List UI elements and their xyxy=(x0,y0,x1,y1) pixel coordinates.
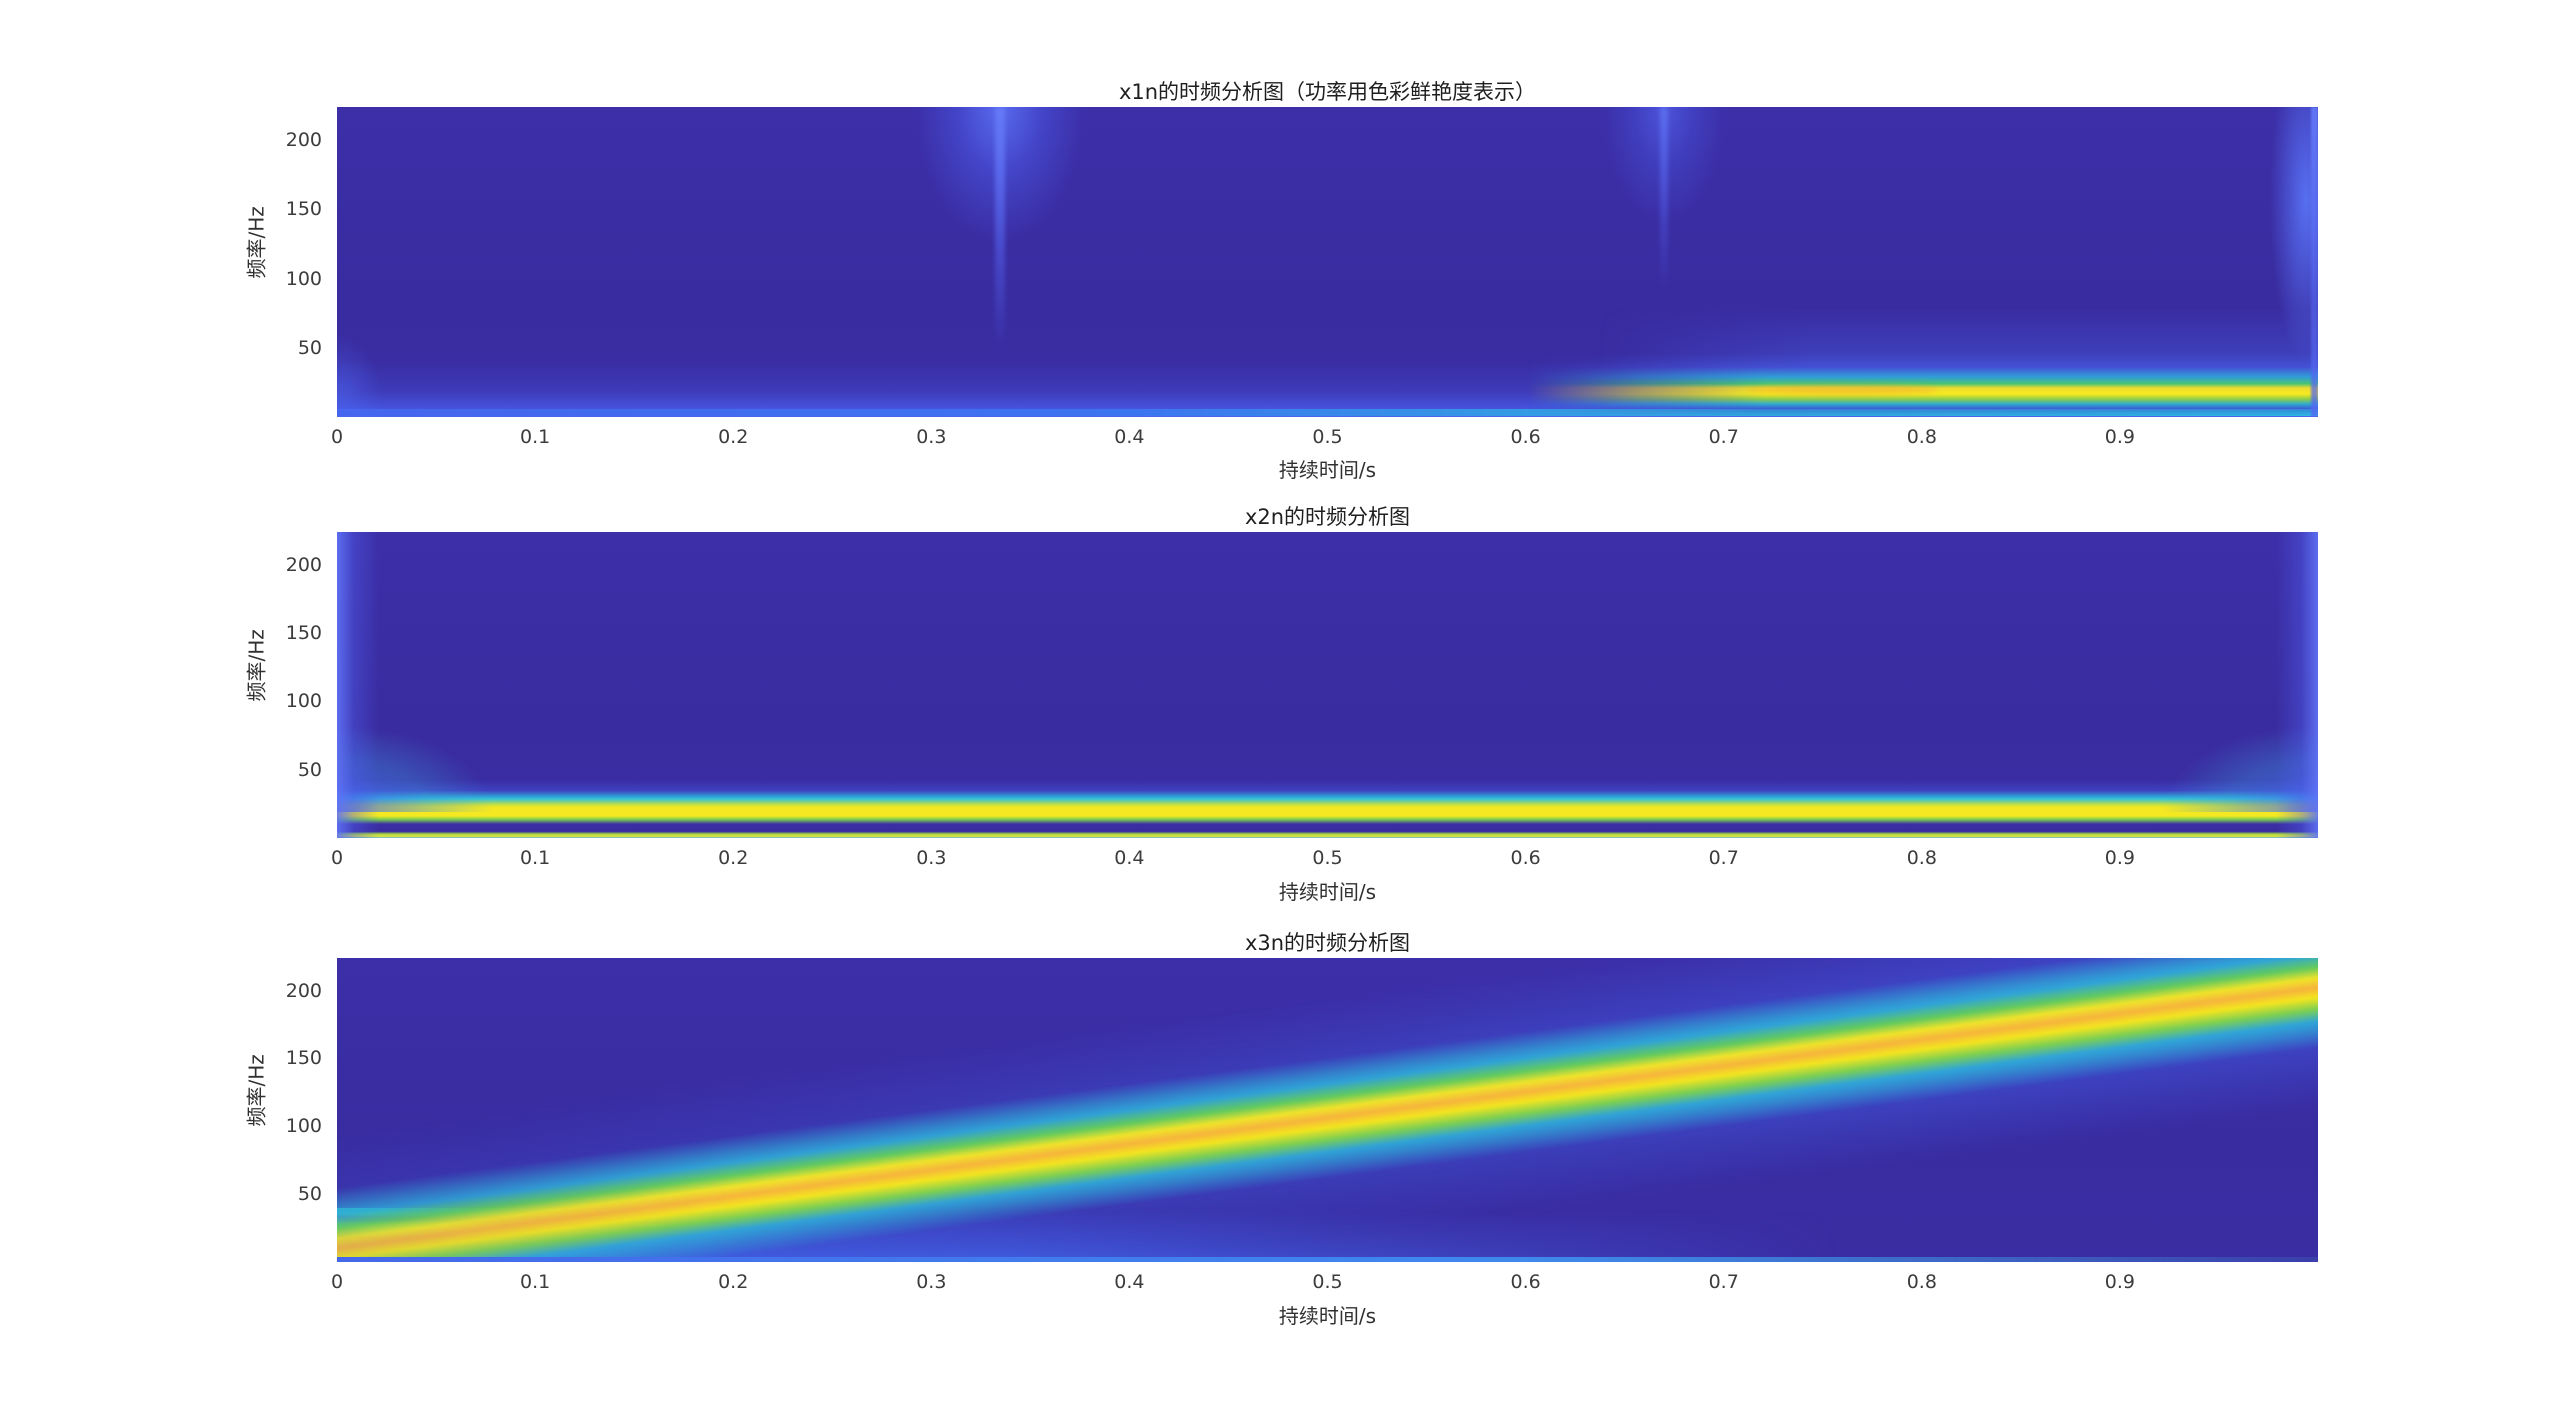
x-tick-label: 0 xyxy=(330,1271,344,1293)
x-tick-label: 0.2 xyxy=(718,426,749,448)
x2n-left-edge-flare xyxy=(337,532,379,838)
subplot2-xlabel: 持续时间/s xyxy=(1278,880,1377,904)
x1n-transient-flare-2 xyxy=(1574,107,1754,417)
spectrogram-x1n xyxy=(337,107,2318,417)
x-tick-label: 0.1 xyxy=(519,847,551,869)
x2n-right-edge-flare xyxy=(2276,532,2318,838)
x-tick-label: 0.8 xyxy=(1906,426,1937,448)
subplot1-xlabel: 持续时间/s xyxy=(1278,458,1377,482)
x1n-baseline-ridge xyxy=(337,409,2318,416)
x1n-left-corner-glow xyxy=(337,331,397,411)
x3n-chirp-glow xyxy=(337,958,2318,1262)
x3n-lowfreq-bleed xyxy=(337,1210,1837,1262)
y-tick-label: 100 xyxy=(285,690,322,713)
x-tick-label: 0.6 xyxy=(1510,1271,1541,1293)
x1n-transient-core-2 xyxy=(1660,107,1668,300)
x1n-ridge-hotspot xyxy=(1748,385,1938,395)
x-tick-label: 0.7 xyxy=(1708,847,1739,869)
y-tick-label: 200 xyxy=(285,129,322,152)
x-tick-label: 0.9 xyxy=(2104,847,2135,869)
y-tick-label: 100 xyxy=(285,1115,322,1138)
subplot3-xlabel: 持续时间/s xyxy=(1278,1304,1377,1328)
x-tick-label: 0.9 xyxy=(2104,1271,2135,1293)
x1n-band-bleed xyxy=(1598,307,2318,377)
x-tick-label: 0.3 xyxy=(916,426,947,448)
x1n-lowfreq-glow xyxy=(337,361,2318,417)
x-tick-label: 0.7 xyxy=(1708,1271,1739,1293)
x-tick-label: 0.4 xyxy=(1114,847,1145,869)
x-tick-label: 0 xyxy=(330,847,344,869)
y-tick-label: 150 xyxy=(285,622,322,645)
y-tick-label: 50 xyxy=(297,336,322,359)
y-tick-label: 200 xyxy=(285,979,322,1002)
x-tick-label: 0.5 xyxy=(1312,847,1343,869)
subplot3-title: x3n的时频分析图 xyxy=(1244,931,1411,955)
x-tick-label: 0.2 xyxy=(718,847,749,869)
x-tick-label: 0.6 xyxy=(1510,847,1541,869)
subplot2-ylabel: 频率/Hz xyxy=(244,629,269,702)
x-tick-label: 0.1 xyxy=(519,426,551,448)
y-tick-label: 150 xyxy=(285,1047,322,1070)
x3n-baseline-ridge xyxy=(337,1257,2318,1262)
x-tick-label: 0.5 xyxy=(1312,426,1343,448)
x3n-chirp-ridge xyxy=(337,958,2318,1262)
x-tick-label: 0.4 xyxy=(1114,1271,1145,1293)
x-tick-label: 0.5 xyxy=(1312,1271,1343,1293)
spectrogram-x3n xyxy=(337,958,2318,1262)
x1n-right-edge-core xyxy=(2311,107,2318,417)
x-tick-label: 0.7 xyxy=(1708,426,1739,448)
x-tick-label: 0.8 xyxy=(1906,1271,1937,1293)
y-tick-label: 200 xyxy=(285,553,322,576)
subplot3-ylabel: 频率/Hz xyxy=(244,1054,269,1127)
x-tick-label: 0.3 xyxy=(916,847,947,869)
x-tick-label: 0.8 xyxy=(1906,847,1937,869)
subplot1-ylabel: 频率/Hz xyxy=(244,206,269,279)
x3n-sidelobe-stripes xyxy=(337,1208,567,1236)
x2n-20hz-ridge xyxy=(337,780,2318,838)
x-tick-label: 0.6 xyxy=(1510,426,1541,448)
x1n-20hz-ridge xyxy=(1528,353,2318,417)
y-tick-label: 50 xyxy=(297,1183,322,1206)
x-tick-label: 0 xyxy=(330,426,344,448)
y-tick-label: 100 xyxy=(285,267,322,290)
x1n-right-edge-flare xyxy=(2266,107,2318,417)
subplot1-title: x1n的时频分析图（功率用色彩鲜艳度表示） xyxy=(1118,80,1537,104)
x-tick-label: 0.9 xyxy=(2104,426,2135,448)
x2n-left-band-fan xyxy=(337,697,497,812)
x1n-transient-core-1 xyxy=(995,107,1005,362)
x-tick-label: 0.3 xyxy=(916,1271,947,1293)
y-tick-label: 150 xyxy=(285,198,322,221)
x-tick-label: 0.2 xyxy=(718,1271,749,1293)
y-tick-label: 50 xyxy=(297,758,322,781)
subplot2-title: x2n的时频分析图 xyxy=(1244,505,1411,529)
spectrogram-x2n xyxy=(337,532,2318,838)
x1n-transient-flare-1 xyxy=(890,107,1110,417)
x2n-right-band-fan xyxy=(2158,697,2318,812)
x-tick-label: 0.4 xyxy=(1114,426,1145,448)
x-tick-label: 0.1 xyxy=(519,1271,551,1293)
